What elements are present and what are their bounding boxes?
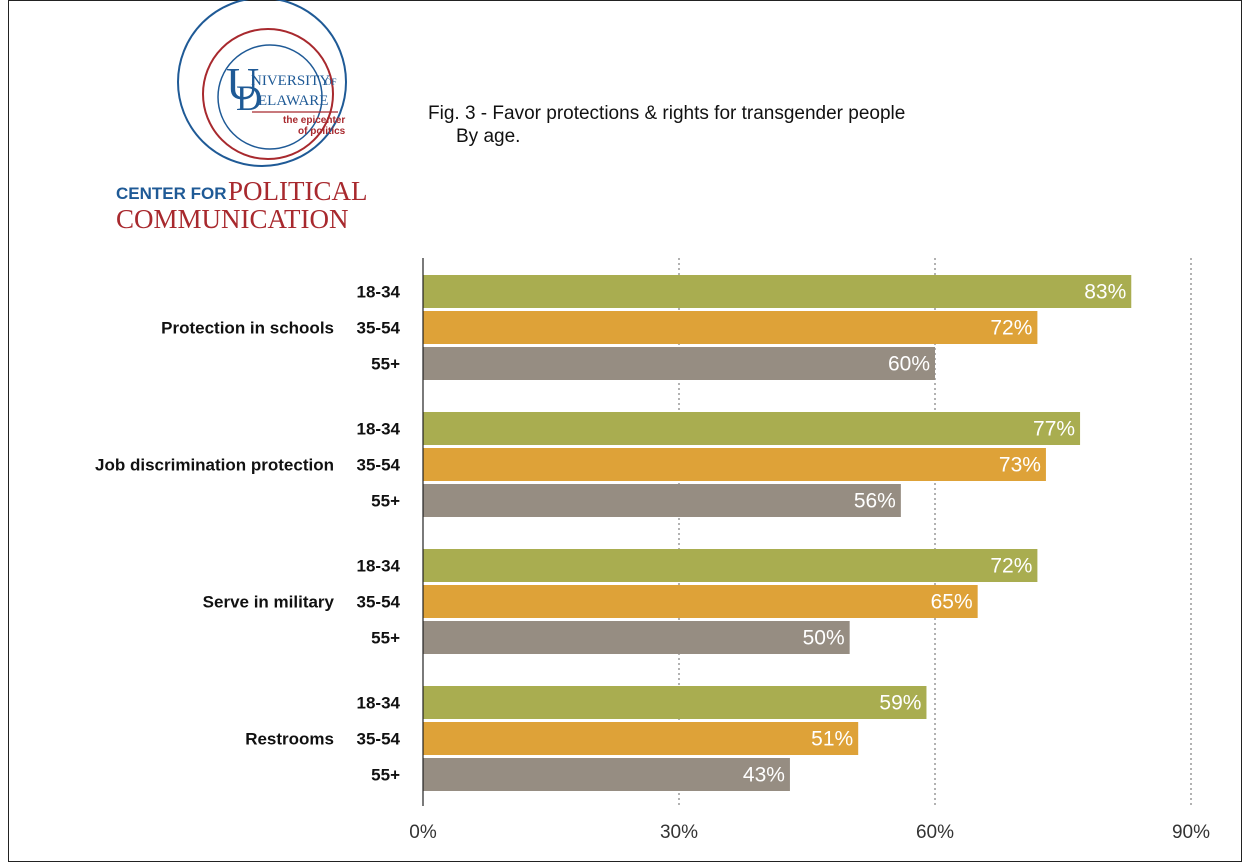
chart-title-line1: Fig. 3 - Favor protections & rights for … (428, 103, 906, 124)
age-group-label: 35-54 (357, 730, 401, 749)
x-tick-label: 30% (660, 822, 698, 843)
bar-value-label: 50% (803, 627, 845, 650)
bar-value-label: 83% (1084, 281, 1126, 304)
age-group-label: 35-54 (357, 456, 401, 475)
bar (423, 621, 850, 654)
age-group-label: 55+ (371, 492, 400, 511)
bar-value-label: 60% (888, 353, 930, 376)
bar (423, 412, 1081, 445)
seal-red-ring (202, 28, 334, 160)
age-group-label: 18-34 (357, 694, 401, 713)
age-group-label: 55+ (371, 766, 400, 785)
bar-value-label: 73% (999, 454, 1041, 477)
seal-inner-ring (217, 44, 323, 150)
university-line1: NIVERSITY (251, 73, 330, 89)
category-label: Protection in schools (161, 319, 334, 338)
ud-monogram: U (226, 58, 259, 109)
bar (423, 686, 927, 719)
bar-value-label: 56% (854, 490, 896, 513)
center-for-label: CENTER FOR (116, 184, 227, 203)
bar (423, 758, 790, 791)
university-of: OF (325, 77, 337, 87)
category-label: Restrooms (245, 730, 334, 749)
ud-seal: U D NIVERSITY OF ELAWARE the epicenter o… (177, 0, 347, 167)
age-group-label: 18-34 (357, 283, 401, 302)
bar (423, 275, 1132, 308)
seal-outer-ring (177, 0, 347, 167)
bar (423, 722, 859, 755)
bar (423, 311, 1038, 344)
bar-value-label: 51% (811, 728, 853, 751)
bar (423, 585, 978, 618)
x-tick-label: 0% (409, 822, 437, 843)
age-group-label: 55+ (371, 629, 400, 648)
university-line2: ELAWARE (258, 93, 328, 109)
bar-value-label: 72% (990, 555, 1032, 578)
communication-label: COMMUNICATION (116, 204, 349, 234)
category-label: Job discrimination protection (95, 456, 334, 475)
age-group-label: 55+ (371, 355, 400, 374)
bar (423, 484, 901, 517)
bar-value-label: 43% (743, 764, 785, 787)
tagline-line1: the epicenter (283, 115, 345, 126)
bar-value-label: 59% (879, 692, 921, 715)
political-label: POLITICAL (228, 176, 367, 206)
bar (423, 448, 1046, 481)
category-label: Serve in military (203, 593, 335, 612)
chart-title: Fig. 3 - Favor protections & rights for … (428, 102, 905, 148)
x-tick-label: 90% (1172, 822, 1210, 843)
age-group-label: 18-34 (357, 557, 401, 576)
bar (423, 347, 935, 380)
bar-value-label: 77% (1033, 418, 1075, 441)
bar-value-label: 65% (931, 591, 973, 614)
age-group-label: 35-54 (357, 319, 401, 338)
chart-title-line2: By age. (456, 126, 521, 147)
ud-monogram-d: D (236, 78, 262, 118)
logo: U D NIVERSITY OF ELAWARE the epicenter o… (116, 0, 367, 234)
tagline-line2: of politics (298, 126, 346, 137)
bar-value-label: 72% (990, 317, 1032, 340)
x-tick-label: 60% (916, 822, 954, 843)
age-group-label: 18-34 (357, 420, 401, 439)
bar (423, 549, 1038, 582)
age-group-label: 35-54 (357, 593, 401, 612)
